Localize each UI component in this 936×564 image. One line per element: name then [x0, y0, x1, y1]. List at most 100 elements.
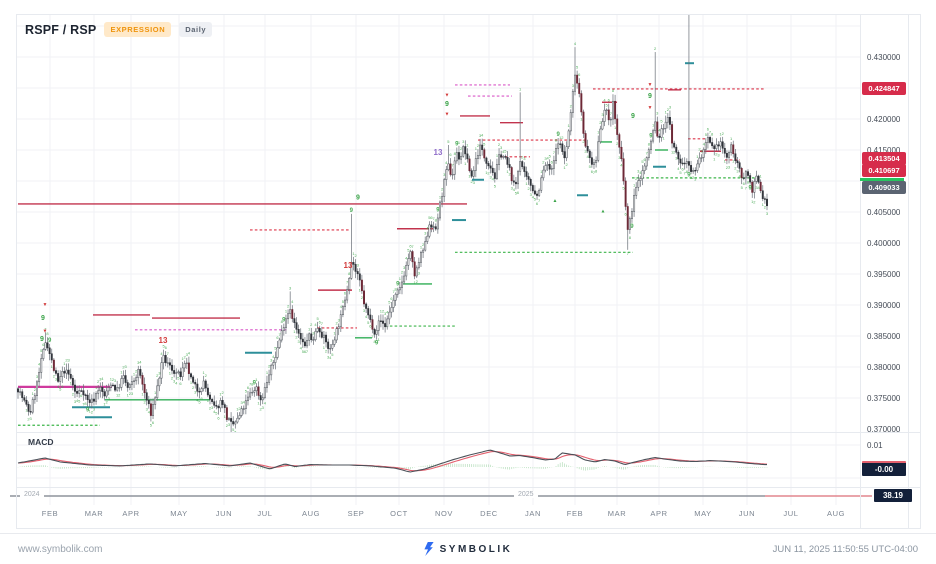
frame-right-border: [920, 14, 921, 528]
svg-text:2: 2: [171, 375, 174, 380]
svg-text:8: 8: [454, 151, 457, 156]
svg-text:2: 2: [226, 423, 229, 428]
time-axis[interactable]: FEB MAR APR MAY JUN JUL AUG SEP OCT NOV DEC JAN FEB M…: [0, 509, 936, 525]
svg-text:9: 9: [648, 93, 652, 100]
svg-text:3: 3: [108, 396, 111, 401]
svg-text:2: 2: [698, 146, 701, 151]
svg-text:4: 4: [314, 322, 317, 327]
svg-text:5: 5: [232, 427, 235, 432]
svg-text:8: 8: [711, 132, 714, 137]
svg-text:2: 2: [91, 409, 94, 414]
svg-text:7: 7: [553, 150, 556, 155]
svg-text:3: 3: [312, 331, 315, 336]
svg-text:1: 1: [293, 329, 296, 334]
svg-text:2: 2: [382, 308, 385, 313]
month-label: JAN: [525, 509, 541, 518]
svg-text:4: 4: [160, 351, 163, 356]
svg-text:13: 13: [434, 148, 443, 157]
svg-text:5: 5: [177, 375, 180, 380]
svg-text:7: 7: [452, 163, 455, 168]
svg-text:2: 2: [673, 150, 676, 155]
month-label: FEB: [41, 509, 59, 518]
svg-text:1: 1: [540, 169, 543, 174]
svg-text:3: 3: [93, 406, 96, 411]
month-label: MAY: [694, 509, 712, 518]
price-tick-label: 0.420000: [867, 114, 901, 124]
svg-text:2: 2: [527, 186, 530, 191]
svg-text:3: 3: [530, 192, 533, 197]
svg-text:2: 2: [335, 321, 338, 326]
axis-left-border: [860, 14, 861, 528]
svg-text:6: 6: [551, 159, 554, 164]
svg-text:▲: ▲: [601, 209, 606, 215]
svg-text:2: 2: [471, 179, 474, 184]
svg-text:9: 9: [396, 282, 400, 288]
svg-text:2: 2: [156, 373, 159, 378]
svg-text:5: 5: [316, 316, 319, 321]
svg-text:4: 4: [481, 133, 484, 138]
svg-text:7: 7: [44, 326, 47, 331]
svg-text:3: 3: [572, 83, 575, 88]
svg-text:6: 6: [608, 98, 611, 103]
svg-text:3: 3: [68, 357, 71, 362]
svg-text:4: 4: [213, 409, 216, 414]
svg-text:6: 6: [578, 72, 581, 77]
svg-text:9: 9: [282, 318, 286, 324]
svg-text:1: 1: [308, 326, 311, 331]
svg-text:4: 4: [340, 304, 343, 309]
svg-text:1: 1: [219, 392, 222, 397]
svg-text:4: 4: [196, 398, 199, 403]
svg-text:8: 8: [648, 142, 651, 147]
svg-text:4: 4: [243, 399, 246, 404]
svg-text:5: 5: [245, 389, 248, 394]
svg-text:6: 6: [369, 324, 372, 329]
month-label: OCT: [390, 509, 408, 518]
svg-text:5: 5: [428, 215, 431, 220]
svg-text:5: 5: [59, 387, 62, 392]
svg-text:5: 5: [504, 148, 507, 153]
svg-text:1: 1: [466, 142, 469, 147]
svg-text:7: 7: [538, 198, 541, 203]
svg-text:3: 3: [694, 177, 697, 182]
price-tick-label: 0.390000: [867, 300, 901, 310]
expression-badge[interactable]: EXPRESSION: [104, 22, 172, 37]
month-label: JUN: [738, 509, 756, 518]
price-level-badge: 0.413504: [862, 151, 906, 165]
svg-text:7: 7: [709, 129, 712, 134]
svg-text:6: 6: [319, 320, 322, 325]
svg-text:1: 1: [760, 173, 763, 178]
svg-text:3: 3: [523, 156, 526, 161]
svg-text:1: 1: [475, 146, 478, 151]
svg-text:4: 4: [188, 351, 191, 356]
svg-text:5: 5: [40, 348, 43, 353]
svg-text:1: 1: [563, 165, 566, 170]
pane-separator-macd-axis: [16, 487, 921, 488]
svg-text:2: 2: [238, 406, 241, 411]
svg-text:1: 1: [568, 123, 571, 128]
month-label: AUG: [826, 509, 846, 518]
svg-text:1: 1: [732, 159, 735, 164]
svg-text:3: 3: [146, 406, 149, 411]
svg-text:3: 3: [511, 186, 514, 191]
svg-text:2: 2: [477, 143, 480, 148]
month-label: FEB: [566, 509, 584, 518]
svg-text:2: 2: [222, 390, 225, 395]
svg-text:6: 6: [165, 345, 168, 350]
svg-text:8: 8: [348, 271, 351, 276]
svg-text:▼: ▼: [43, 302, 48, 308]
price-axis[interactable]: 0.430000 0.420000 0.415000 0.405000 0.400000…: [860, 14, 908, 528]
svg-text:7: 7: [627, 251, 630, 256]
svg-text:1: 1: [559, 135, 562, 140]
svg-text:2: 2: [561, 135, 564, 140]
timeframe-badge[interactable]: Daily: [179, 22, 213, 37]
svg-text:1: 1: [580, 117, 583, 122]
price-tick-label: 0.385000: [867, 331, 901, 341]
website-link[interactable]: www.symbolik.com: [18, 543, 103, 555]
svg-text:7: 7: [249, 382, 252, 387]
svg-text:2: 2: [34, 387, 37, 392]
svg-text:8: 8: [395, 287, 398, 292]
svg-text:1: 1: [224, 414, 227, 419]
svg-text:3: 3: [424, 231, 427, 236]
svg-text:4: 4: [300, 346, 303, 351]
